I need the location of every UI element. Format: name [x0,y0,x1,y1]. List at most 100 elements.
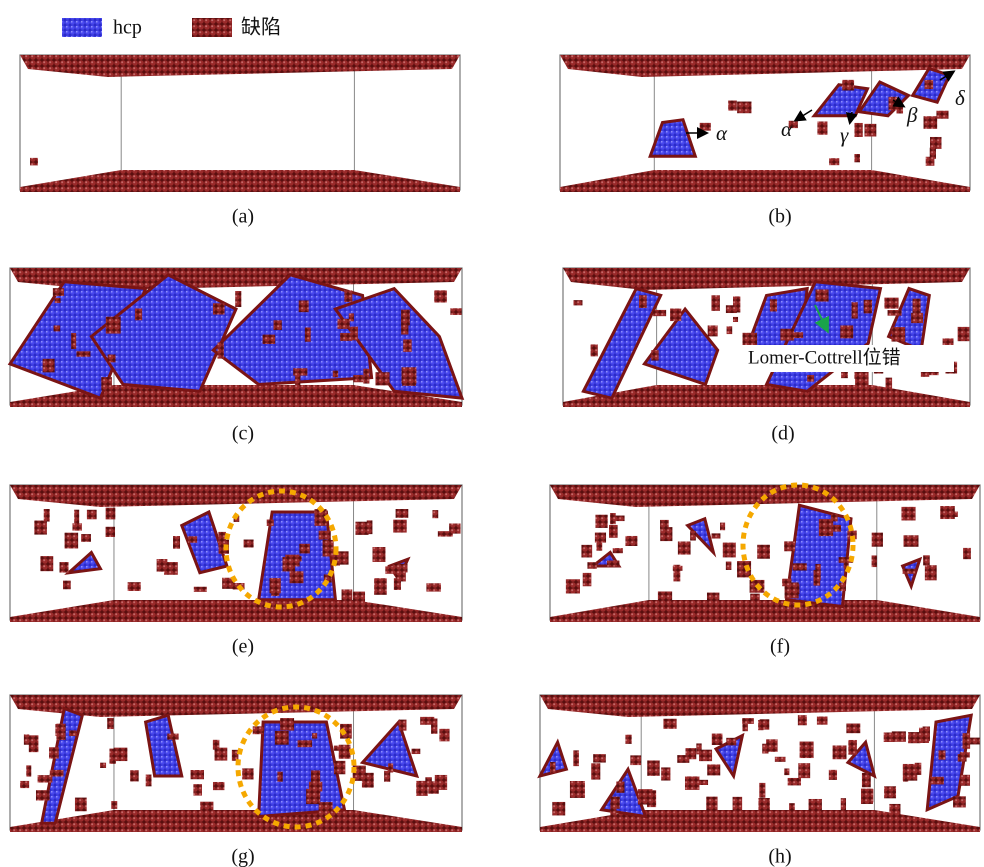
defect-cluster [888,310,902,316]
defect-cluster [275,731,289,745]
defect-cluster [24,734,29,744]
defect-cluster [660,520,669,529]
defect-cluster [59,562,68,572]
defect-cluster [728,101,737,111]
defect-cluster [864,124,876,137]
defect-cluster [903,775,908,782]
defect-cluster [852,302,858,318]
defect-cluster [299,300,309,312]
defect-cluster [253,726,264,734]
defect-cluster [903,569,916,574]
top-slab [560,55,970,77]
defect-cluster [167,734,178,740]
defect-cluster [610,802,616,817]
defect-cluster [323,540,334,557]
annotation: β [906,103,918,127]
defect-cluster [939,750,946,759]
annotation: δ [955,86,966,110]
defect-cluster [450,308,461,315]
defect-cluster [353,375,363,382]
defect-cluster [38,526,45,531]
defect-cluster [581,545,592,558]
defect-cluster [963,548,971,559]
defect-cluster [439,729,449,742]
defect-cluster [926,157,935,166]
defect-cluster [862,773,871,787]
defect-cluster [639,295,647,308]
defect-cluster [613,548,623,553]
defect-cluster [403,339,412,351]
defect-cluster [146,775,152,787]
annotation: γ [840,123,849,147]
defect-cluster [305,327,311,341]
defect-cluster [200,802,213,818]
defect-cluster [353,592,365,604]
defect-cluster [854,372,868,379]
defect-cluster [334,761,345,774]
panel-label: (a) [232,206,254,228]
defect-cluster [71,333,76,349]
defect-cluster [587,562,596,569]
defect-cluster [432,510,438,518]
bottom-slab [550,600,980,622]
defect-cluster [958,754,967,762]
defect-cluster [678,541,691,554]
defect-cluster [74,510,79,525]
defect-cluster [128,582,141,591]
defect-cluster [700,123,711,131]
defect-cluster [706,797,717,811]
defect-cluster [319,531,331,540]
defect-cluster [49,747,59,758]
defect-cluster [963,733,971,749]
defect-cluster [940,506,955,519]
defect-cluster [290,571,304,583]
defect-cluster [616,516,625,522]
arrow [796,110,812,120]
defect-cluster [438,531,453,536]
defect-cluster [817,716,828,724]
bottom-slab [10,600,462,622]
defect-cluster [846,724,860,734]
defect-cluster [829,770,837,780]
panels: (a)(b)(c)(d)(e)(f)(g)(h) [10,55,980,867]
defect-cluster [26,765,31,776]
defect-cluster [625,536,637,546]
defect-cluster [431,718,437,733]
defect-cluster [591,763,600,779]
defect-cluster [913,299,921,315]
defect-cluster [191,770,204,779]
defect-cluster [758,720,763,730]
defect-cluster [723,543,736,558]
defect-cluster [789,803,795,818]
defect-cluster [213,303,225,314]
legend-swatch-hcp [62,18,102,37]
defect-cluster [653,310,666,316]
defect-cluster [173,536,180,549]
defect-cluster [298,740,312,747]
defect-cluster [100,763,106,768]
defect-cluster [775,757,786,762]
defect-cluster [915,763,922,775]
defect-cluster [901,507,915,521]
defect-cluster [815,564,820,580]
defect-cluster [733,317,738,322]
defect-cluster [306,789,320,804]
defect-cluster [55,298,61,303]
defect-cluster [872,533,883,547]
defect-cluster [953,796,966,807]
defect-cluster [908,732,920,743]
defect-cluster [76,351,90,356]
defect-cluster [638,789,653,804]
defect-cluster [750,594,759,606]
defect-cluster [661,767,670,780]
defect-cluster [793,563,807,570]
defect-cluster [663,719,676,729]
simulation-box [10,485,462,620]
defect-cluster [726,305,737,313]
hcp-region [146,715,182,776]
defect-cluster [412,749,421,754]
annotation: α [716,121,728,145]
defect-cluster [930,137,941,149]
defect-cluster [610,513,616,524]
defect-cluster [213,782,224,790]
